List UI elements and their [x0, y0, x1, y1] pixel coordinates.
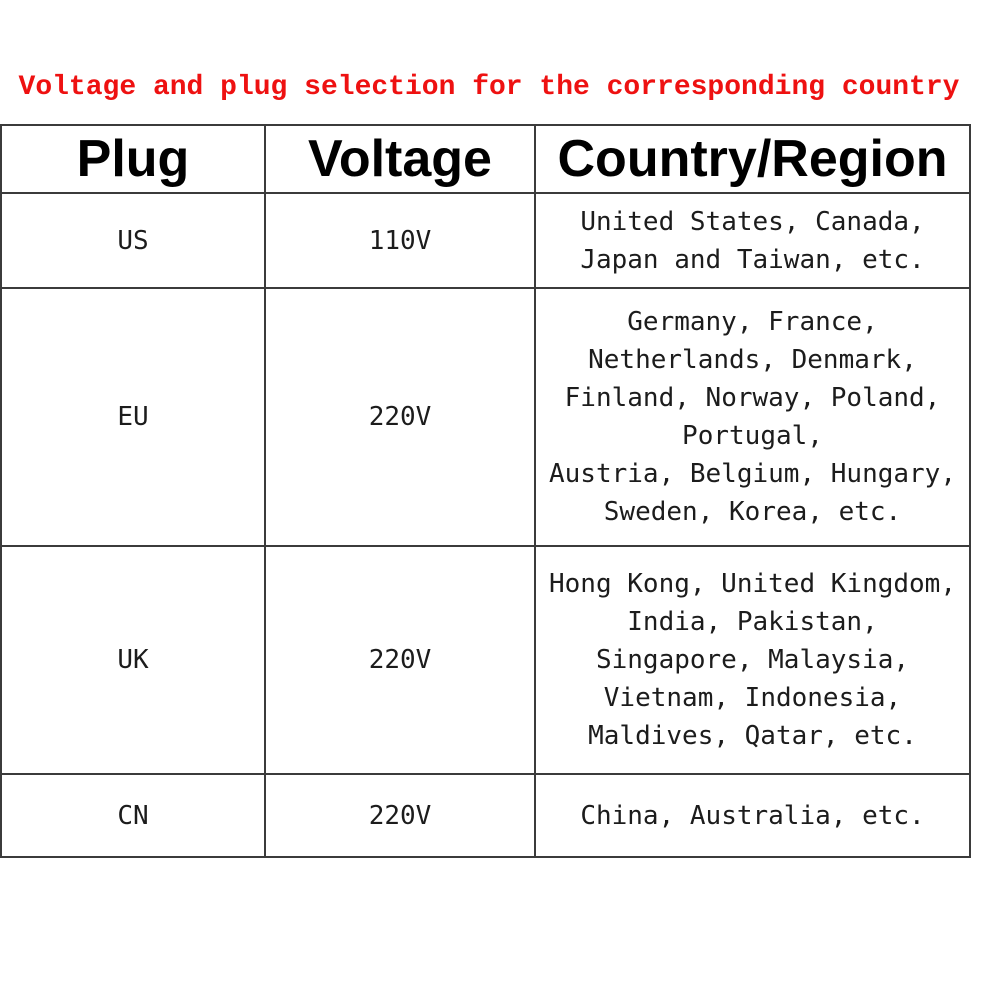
countries-cell: Germany, France, Netherlands, Denmark, F…	[534, 287, 971, 547]
page-title: Voltage and plug selection for the corre…	[18, 72, 960, 103]
table-row-us: US 110V United States, Canada, Japan and…	[0, 192, 971, 289]
column-header-plug: Plug	[0, 124, 266, 194]
countries-cell: Hong Kong, United Kingdom, India, Pakist…	[534, 545, 971, 775]
table-row-eu: EU 220V Germany, France, Netherlands, De…	[0, 287, 971, 547]
column-header-country-region: Country/Region	[534, 124, 971, 194]
plug-cell: UK	[0, 545, 266, 775]
table-row-uk: UK 220V Hong Kong, United Kingdom, India…	[0, 545, 971, 775]
voltage-cell: 220V	[264, 545, 536, 775]
table-row-cn: CN 220V China, Australia, etc.	[0, 773, 971, 858]
countries-cell: China, Australia, etc.	[534, 773, 971, 858]
plug-cell: CN	[0, 773, 266, 858]
voltage-cell: 220V	[264, 287, 536, 547]
table-header-row: Plug Voltage Country/Region	[0, 124, 971, 194]
countries-cell: United States, Canada, Japan and Taiwan,…	[534, 192, 971, 289]
plug-cell: US	[0, 192, 266, 289]
voltage-cell: 220V	[264, 773, 536, 858]
plug-voltage-table: Plug Voltage Country/Region US 110V Unit…	[0, 124, 971, 858]
column-header-voltage: Voltage	[264, 124, 536, 194]
voltage-cell: 110V	[264, 192, 536, 289]
plug-cell: EU	[0, 287, 266, 547]
